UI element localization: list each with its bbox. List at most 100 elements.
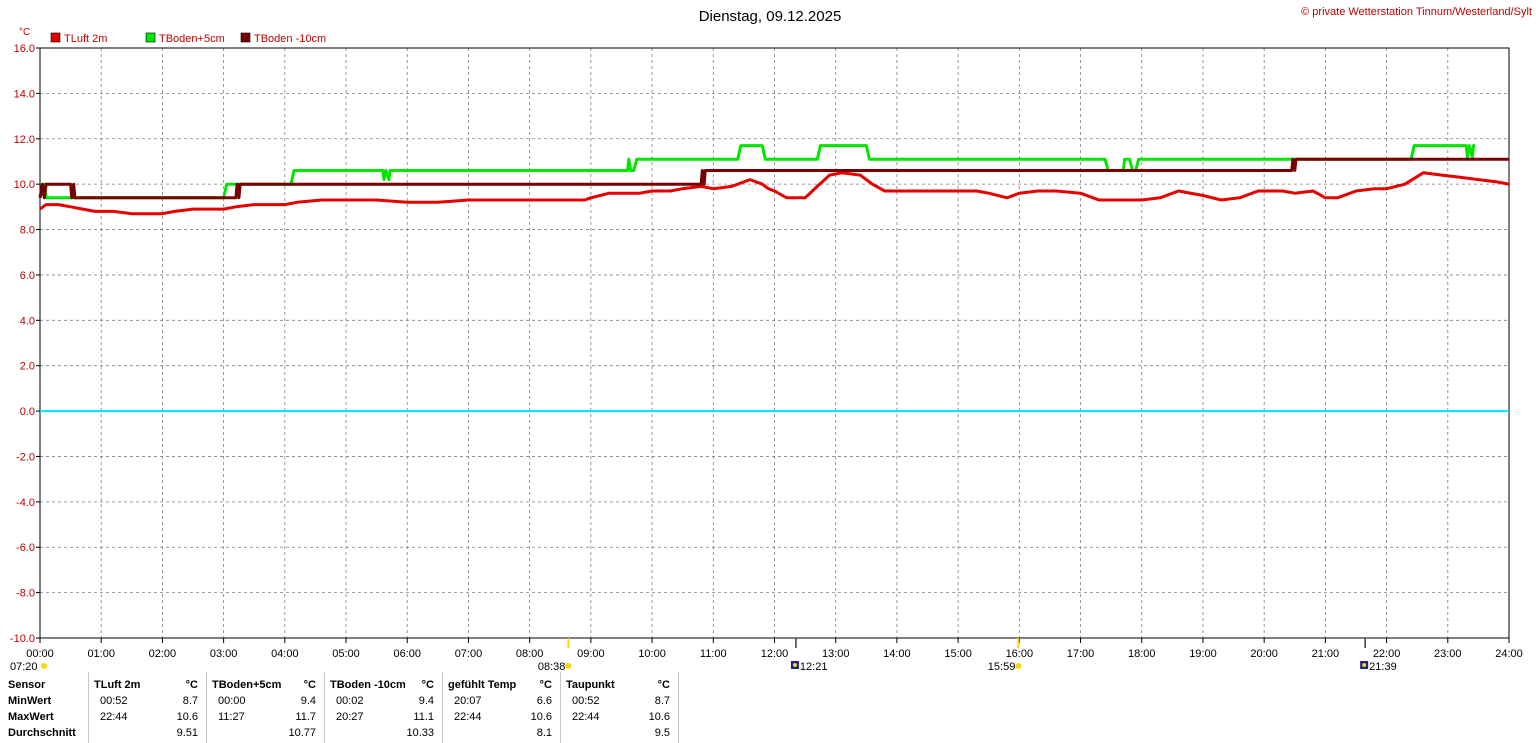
stats-col-sensor: Sensor MinWert MaxWert Durchschnitt [0, 672, 89, 743]
stats-header-unit: °C [185, 679, 198, 691]
x-tick-label: 23:00 [1434, 648, 1462, 660]
legend-swatch-tboden5 [145, 32, 156, 43]
stats-label-max: MaxWert [8, 711, 54, 723]
stats-value: 10.33 [406, 727, 434, 739]
x-tick-label: 04:00 [271, 648, 299, 660]
x-axis-ticks: 00:00 01:00 02:00 03:00 04:00 05:00 06:00 07:00… [26, 638, 1523, 660]
x-tick-label: 19:00 [1189, 648, 1217, 660]
y-tick-label: 10.0 [14, 179, 35, 191]
sunrise-icon [41, 663, 47, 669]
stats-col-3: gefühlt Temp °C 20:07 6.6 22:44 10.6 8.1 [442, 672, 561, 743]
stats-header-sensor: Sensor [8, 679, 46, 691]
stats-time: 22:44 [100, 711, 128, 723]
stats-value: 10.77 [288, 727, 316, 739]
grid [40, 48, 1509, 638]
x-tick-label: 14:00 [883, 648, 911, 660]
stats-label-avg: Durchschnitt [8, 727, 76, 739]
stats-value: 9.51 [176, 727, 198, 739]
stats-value: 8.7 [654, 695, 670, 707]
x-tick-label: 06:00 [393, 648, 421, 660]
stats-value: 8.1 [536, 727, 552, 739]
y-tick-label: 4.0 [20, 315, 35, 327]
stats-time: 00:52 [100, 695, 128, 707]
stats-value: 10.6 [648, 711, 670, 723]
sun-marker-label: 08:38 [538, 661, 566, 672]
x-tick-label: 22:00 [1373, 648, 1401, 660]
stats-col-1: TBoden+5cm °C 00:00 9.4 11:27 11.7 10.77 [206, 672, 325, 743]
sun-icon [565, 663, 572, 669]
legend-swatch-tluft [50, 32, 61, 43]
stats-label-min: MinWert [8, 695, 52, 707]
moon-marker-label: 12:21 [800, 661, 828, 672]
stats-time: 22:44 [572, 711, 600, 723]
stats-value: 9.5 [654, 727, 670, 739]
y-tick-label: 16.0 [14, 43, 35, 55]
x-tick-label: 05:00 [332, 648, 360, 660]
y-tick-label: -8.0 [16, 588, 35, 600]
station-credit: © private Wetterstation Tinnum/Westerlan… [1301, 6, 1532, 18]
sun-icon [1015, 663, 1022, 669]
moon-marker-label: 21:39 [1369, 661, 1397, 672]
moon-dot-icon [1362, 663, 1367, 667]
stats-time: 00:00 [218, 695, 246, 707]
chart-title: Dienstag, 09.12.2025 [699, 8, 842, 25]
stats-time: 00:52 [572, 695, 600, 707]
y-tick-label: 8.0 [20, 225, 35, 237]
temperature-chart: Dienstag, 09.12.2025 © private Wettersta… [10, 6, 1532, 672]
stats-header-sensor-name: TBoden -10cm [330, 679, 406, 691]
x-tick-label: 09:00 [577, 648, 605, 660]
stats-value: 10.6 [176, 711, 198, 723]
stats-header-unit: °C [421, 679, 434, 691]
y-tick-label: 6.0 [20, 270, 35, 282]
y-tick-label: 14.0 [14, 88, 35, 100]
stats-header-sensor-name: Taupunkt [566, 679, 615, 691]
stats-value: 9.4 [418, 695, 434, 707]
stats-value: 11.7 [295, 711, 316, 723]
stats-header-unit: °C [303, 679, 316, 691]
stats-value: 6.6 [536, 695, 552, 707]
series-line-2 [38, 157, 1509, 200]
legend: TLuft 2m TBoden+5cm TBoden -10cm [50, 32, 326, 45]
x-tick-label: 02:00 [149, 648, 177, 660]
stats-header-sensor-name: gefühlt Temp [448, 679, 517, 691]
stats-value: 11.1 [413, 711, 434, 723]
y-axis-unit: °C [19, 27, 30, 38]
stats-header-sensor-name: TLuft 2m [94, 679, 141, 691]
stats-time: 22:44 [454, 711, 482, 723]
stats-time: 11:27 [218, 711, 245, 723]
x-tick-label: 08:00 [516, 648, 544, 660]
y-tick-label: -6.0 [16, 542, 35, 554]
stats-header-unit: °C [539, 679, 552, 691]
legend-label-tboden5: TBoden+5cm [159, 33, 225, 45]
y-tick-label: -2.0 [16, 451, 35, 463]
stats-value: 10.6 [530, 711, 552, 723]
sun-marker-label: 15:59 [988, 661, 1016, 672]
x-tick-label: 20:00 [1250, 648, 1278, 660]
legend-swatch-tboden10 [240, 32, 251, 43]
sunrise-label: 07:20 [10, 661, 38, 672]
series-lines [38, 144, 1510, 216]
stats-value: 8.7 [182, 695, 198, 707]
y-axis-ticks: 16.0 14.0 12.0 10.0 8.0 6.0 4.0 2.0 0.0 -2.0 -4.0 -… [10, 43, 40, 645]
x-tick-label: 17:00 [1067, 648, 1095, 660]
x-tick-label: 12:00 [761, 648, 789, 660]
stats-value: 9.4 [300, 695, 316, 707]
stats-time: 20:27 [336, 711, 364, 723]
moon-dot-icon [792, 663, 797, 667]
x-tick-label: 01:00 [87, 648, 115, 660]
x-tick-label: 07:00 [455, 648, 483, 660]
y-tick-label: 12.0 [14, 134, 35, 146]
y-tick-label: 0.0 [20, 406, 35, 418]
x-tick-label: 10:00 [638, 648, 666, 660]
legend-label-tboden10: TBoden -10cm [254, 33, 326, 45]
stats-time: 00:02 [336, 695, 364, 707]
stats-header-unit: °C [657, 679, 670, 691]
x-tick-label: 15:00 [944, 648, 972, 660]
series-line-0 [39, 171, 1510, 216]
stats-col-2: TBoden -10cm °C 00:02 9.4 20:27 11.1 10.33 [324, 672, 443, 743]
x-tick-label: 16:00 [1006, 648, 1034, 660]
x-tick-label: 03:00 [210, 648, 238, 660]
x-tick-label: 21:00 [1312, 648, 1340, 660]
y-tick-label: -10.0 [10, 633, 35, 645]
stats-col-0: TLuft 2m °C 00:52 8.7 22:44 10.6 9.51 [88, 672, 207, 743]
